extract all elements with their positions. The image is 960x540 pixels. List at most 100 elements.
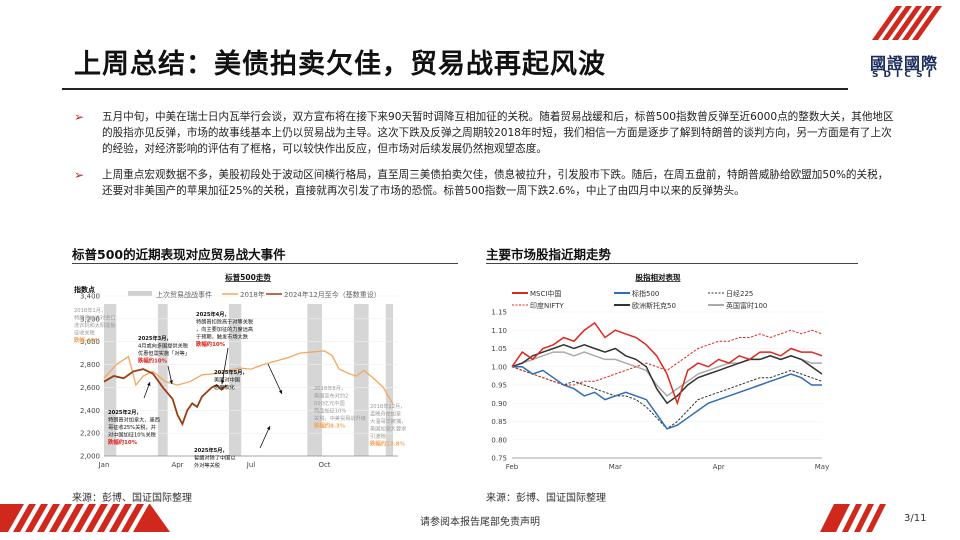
- y-tick-label: 2,400: [80, 407, 100, 415]
- y-tick-label: 2,800: [80, 361, 100, 369]
- shaded-period-bar: [385, 304, 394, 456]
- logo-chinese-name: 國證國際: [869, 54, 938, 73]
- y-tick-label: 0.85: [491, 418, 507, 426]
- arrow-head-icon: [278, 390, 283, 394]
- x-tick-label: Jul: [246, 461, 256, 469]
- bullet-item: ➢ 上周重点宏观数据不多，美股初段处于波动区间横行格局，直至周三美债拍卖欠佳，债…: [74, 167, 894, 199]
- annotation-arrow: [267, 363, 283, 395]
- annotation-text: 特朗普对加拿大、墨西: [108, 416, 160, 424]
- company-logo: 國證國際 SDICSI: [852, 6, 952, 86]
- y-tick-label: 0.75: [491, 455, 507, 463]
- annotation-callout: 2018年8月，美国宣布对约2000亿元中国商品加征10%关税，中美贸易战升级跌…: [314, 384, 366, 430]
- right-panel-title: 主要市场股指近期走势: [486, 247, 612, 262]
- legend-label: 欧洲斯托克50: [632, 301, 676, 310]
- annotation-callout: 2025年2月，特朗普对加拿大、墨西哥征收25%关税，并对中国加征10%关税跌幅…: [108, 408, 160, 446]
- x-tick-label: Mar: [609, 463, 622, 471]
- y-axis-label: 指数点: [74, 285, 95, 294]
- annotation-text: 2018年8月，: [314, 384, 346, 392]
- legend-label: 标指500: [632, 289, 659, 298]
- left-panel-rule: [72, 263, 458, 264]
- annotation-text: ，向主要加征的力度远高: [196, 325, 253, 333]
- arrow-bullet-icon: ➢: [74, 168, 85, 182]
- page-number: 3/11: [904, 513, 927, 524]
- annotation-change: 跌幅约13.8%: [370, 440, 405, 448]
- annotation-text: 美国加拿大要求: [370, 425, 407, 433]
- annotation-text: 征收关税: [74, 329, 96, 337]
- y-tick-label: 0.80: [491, 436, 507, 444]
- arrow-bullet-icon: ➢: [74, 110, 85, 124]
- annotation-text: 美国对中国: [214, 376, 240, 384]
- y-tick-label: 3,200: [80, 315, 100, 323]
- y-tick-label: 1.15: [491, 309, 507, 317]
- series-line: [512, 365, 822, 430]
- x-tick-label: Apr: [171, 461, 183, 469]
- x-tick-label: Oct: [318, 461, 330, 469]
- legend-label: 上次贸易战战事件: [156, 290, 212, 299]
- annotation-text: 2018年1月，: [74, 306, 106, 314]
- arrow-head-icon: [266, 426, 271, 430]
- annotation-text: 于预期，触发市场大跌: [196, 333, 249, 341]
- annotation-change: 跌幅-10%: [74, 336, 101, 344]
- legend-label: 2018年: [240, 290, 265, 299]
- y-tick-label: 1.00: [491, 363, 507, 371]
- annotation-text: 2025年2月，: [108, 408, 142, 416]
- annotation-text: 4月或向多国提供关税: [138, 342, 189, 350]
- series-line: [511, 344, 823, 405]
- annotation-text: 孟晚舟在加拿: [370, 410, 402, 418]
- legend-label: 印度NIFTY: [530, 301, 564, 310]
- annotation-text: 哥征收25%关税，并: [108, 423, 156, 431]
- annotation-text: 商品加征10%: [314, 407, 346, 415]
- annotation-text: 000亿元中国: [314, 399, 345, 407]
- title-divider: [62, 88, 848, 90]
- y-tick-label: 2,000: [80, 453, 100, 461]
- annotation-arrow: [259, 425, 271, 449]
- annotation-text: 引渡她: [370, 432, 386, 440]
- series-line-2025: [103, 368, 228, 427]
- annotation-text: 暂缓对除了中国以: [194, 454, 236, 462]
- annotation-text: 大温哥华被捕，: [370, 417, 406, 425]
- global-indices-chart: 股指相对表现 MSCI中国 标指500 日经225 印度NIFTY 欧洲斯托克50 英国富时…: [491, 272, 829, 471]
- legend-label: 英国富时100: [726, 301, 767, 310]
- annotation-text: 美国宣布对约2: [314, 392, 348, 400]
- annotation-text: 对中国加征10%关税: [108, 431, 157, 439]
- annotation-text: 2025年3月，: [138, 334, 172, 342]
- annotation-change: 跌幅约10%: [108, 438, 138, 446]
- y-tick-label: 0.95: [491, 382, 507, 390]
- y-tick-label: 3,000: [80, 338, 100, 346]
- x-tick-label: Feb: [506, 463, 519, 471]
- annotation-text: 特朗普扣除高于对等关税: [196, 318, 254, 326]
- footer-right-stripes-icon: [820, 504, 886, 532]
- annotation-text: 2025年4月，: [196, 310, 230, 318]
- annotation-text: 2025年5月，: [214, 368, 248, 376]
- annotation-callout: 2025年4月，特朗普扣除高于对等关税，向主要加征的力度远高于预期，触发市场大跌…: [196, 310, 254, 348]
- y-tick-label: 1.10: [491, 327, 507, 335]
- chart-title: 标普500走势: [224, 272, 271, 282]
- bullet-text: 上周重点宏观数据不多，美股初段处于波动区间横行格局，直至周三美债拍卖欠佳，债息被…: [102, 169, 889, 197]
- footer-left-stripes-icon: [0, 504, 170, 532]
- chart-title: 股指相对表现: [636, 272, 681, 282]
- legend-swatch-shade: [128, 291, 152, 296]
- logo-stripes-icon: [872, 6, 942, 40]
- annotation-change: 跌幅约10%: [196, 340, 226, 348]
- arrow-head-icon: [220, 380, 225, 384]
- y-tick-label: 2,200: [80, 430, 100, 438]
- annotation-text: 2018年12月，: [370, 402, 405, 410]
- y-tick-label: 1.05: [491, 345, 507, 353]
- annotation-text: 态度软化: [214, 383, 235, 391]
- footer-disclaimer: 请参阅本报告尾部免责声明: [420, 517, 540, 528]
- annotation-text: 优惠但需实施「对等」: [138, 349, 190, 357]
- series-line: [511, 329, 823, 386]
- annotation-text: 外对等关税: [194, 461, 221, 469]
- right-panel-rule: [486, 263, 858, 264]
- annotation-text: 特朗普批准对进口: [74, 314, 116, 322]
- series-line: [511, 321, 823, 406]
- left-source-note: 来源：彭博、国证国际整理: [72, 493, 192, 504]
- page-title: 上周总结：美债拍卖欠佳，贸易战再起风波: [74, 49, 606, 80]
- x-tick-label: Jan: [98, 461, 110, 469]
- bullet-text: 五月中旬，中美在瑞士日内瓦举行会谈，双方宣布将在接下来90天暂时调降互相加征的关…: [102, 111, 894, 155]
- arrow-head-icon: [169, 380, 173, 384]
